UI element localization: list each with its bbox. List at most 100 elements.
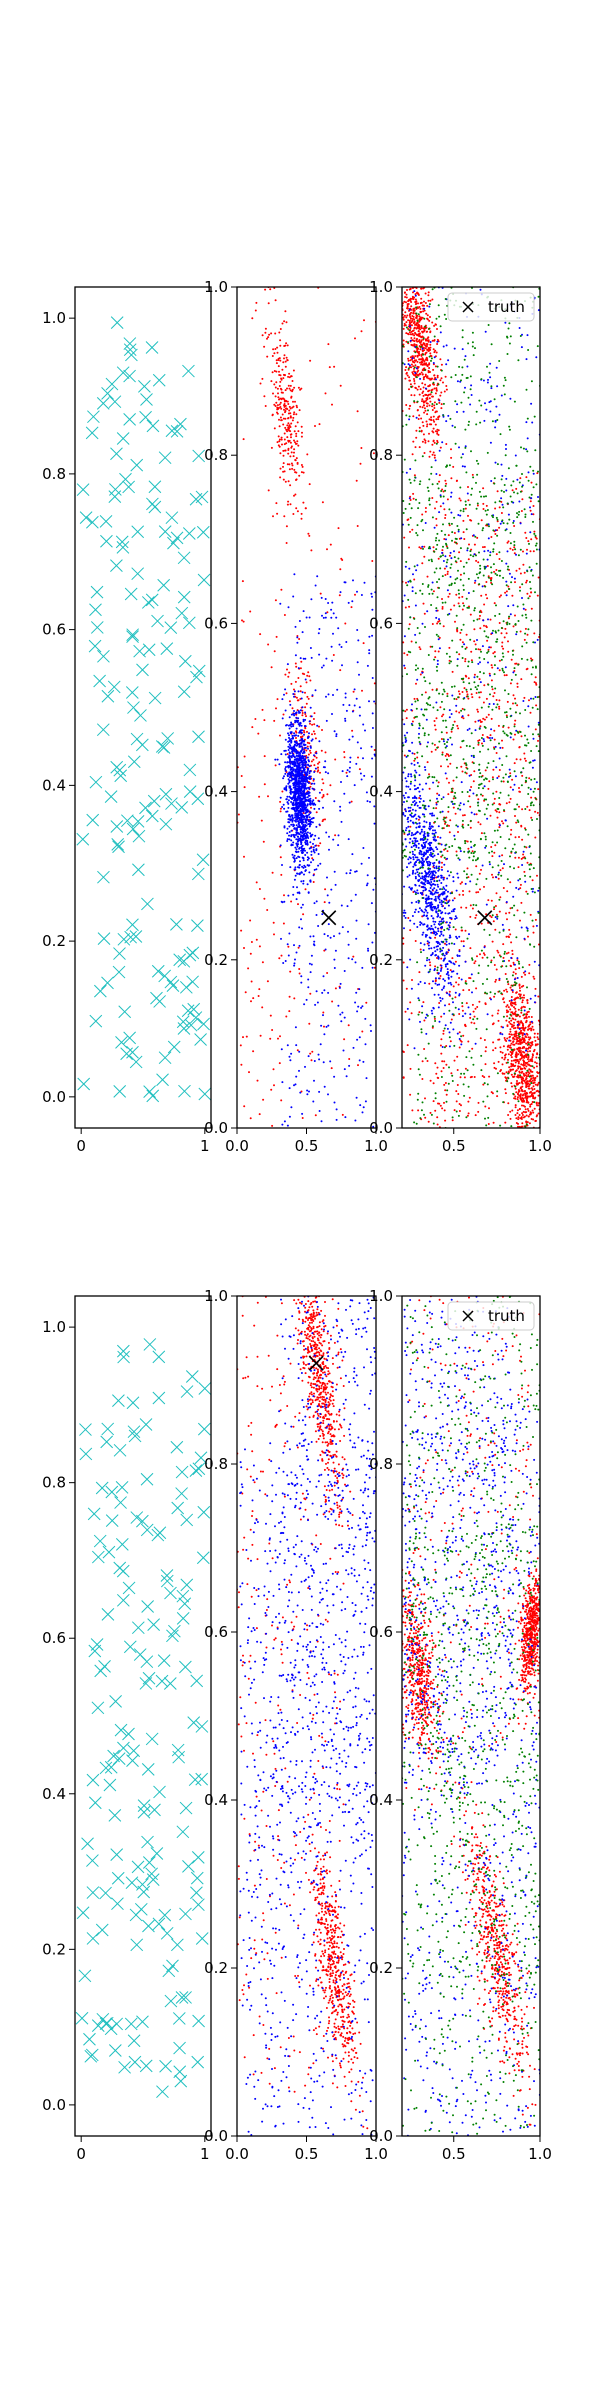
- data-point-red: [343, 751, 346, 753]
- data-point-blue: [301, 839, 303, 842]
- data-point-red: [508, 1033, 511, 1036]
- data-point-red: [488, 780, 491, 783]
- sample-point: [192, 449, 206, 463]
- data-point-red: [519, 1042, 522, 1045]
- data-point-red: [424, 441, 427, 444]
- data-point-blue: [340, 781, 342, 783]
- data-point-blue: [293, 858, 296, 860]
- data-point-red: [447, 534, 450, 537]
- data-point-red: [527, 1028, 530, 1031]
- data-point-blue: [299, 769, 302, 772]
- data-point-blue: [373, 700, 376, 703]
- data-point-red: [460, 765, 463, 768]
- data-point-red: [446, 498, 449, 501]
- data-point-blue: [319, 1043, 322, 1046]
- data-point-red: [426, 394, 429, 397]
- data-point-blue: [308, 825, 311, 828]
- data-point-red: [405, 340, 408, 343]
- data-point-red: [531, 1053, 534, 1056]
- data-point-red: [509, 1117, 512, 1120]
- sample-point: [88, 639, 102, 653]
- data-point-red: [458, 711, 461, 714]
- data-point-blue: [510, 999, 513, 1002]
- data-point-red: [479, 627, 482, 630]
- data-point-blue: [359, 772, 362, 775]
- data-point-red: [276, 408, 279, 411]
- data-point-red: [420, 325, 423, 327]
- data-point-blue: [296, 772, 299, 775]
- data-point-red: [461, 1009, 464, 1012]
- data-point-blue: [306, 839, 309, 842]
- data-point-red: [438, 636, 441, 639]
- data-point-blue: [358, 1036, 361, 1039]
- data-point-blue: [344, 1116, 347, 1119]
- data-point-blue: [365, 1077, 368, 1080]
- data-point-red: [510, 828, 513, 831]
- data-point-blue: [535, 356, 538, 359]
- data-point-red: [435, 410, 438, 413]
- data-point-red: [421, 1078, 424, 1080]
- data-point-blue: [298, 839, 300, 842]
- x-tick-label: 0: [76, 1137, 86, 1155]
- data-point-blue: [318, 740, 321, 743]
- data-point-red: [410, 337, 413, 339]
- data-point-red: [284, 449, 286, 452]
- data-point-red: [411, 528, 414, 531]
- data-point-red: [348, 1058, 351, 1060]
- data-point-red: [412, 492, 415, 495]
- data-point-red: [442, 713, 445, 716]
- data-point-blue: [290, 721, 293, 724]
- data-point-blue: [289, 762, 292, 765]
- data-point-red: [450, 1018, 453, 1021]
- data-point-red: [284, 389, 287, 392]
- sample-point: [189, 1011, 203, 1024]
- data-point-red: [467, 714, 470, 717]
- data-point-red: [287, 440, 290, 443]
- data-point-red: [505, 935, 508, 938]
- data-point-red: [442, 1067, 445, 1069]
- data-point-blue: [307, 790, 310, 793]
- data-point-blue: [321, 991, 324, 994]
- data-point-red: [295, 404, 298, 407]
- data-point-red: [513, 1075, 516, 1078]
- data-point-red: [526, 548, 528, 551]
- data-point-blue: [317, 925, 320, 927]
- data-point-red: [427, 294, 430, 297]
- data-point-red: [293, 451, 295, 454]
- sample-point: [165, 424, 179, 438]
- data-point-red: [448, 781, 450, 784]
- data-point-red: [437, 418, 440, 421]
- data-point-red: [462, 814, 464, 817]
- data-point-red: [274, 386, 277, 389]
- data-point-red: [433, 324, 436, 327]
- plot-area: [76, 316, 211, 1103]
- data-point-blue: [283, 749, 286, 752]
- data-point-blue: [302, 718, 305, 721]
- data-point-blue: [430, 1009, 433, 1012]
- data-point-red: [329, 784, 332, 787]
- data-point-blue: [306, 768, 309, 770]
- data-point-red: [322, 794, 325, 796]
- data-point-red: [420, 297, 423, 300]
- data-point-blue: [287, 894, 290, 897]
- data-point-blue: [323, 933, 326, 936]
- data-point-red: [282, 373, 285, 376]
- data-point-red: [483, 1039, 486, 1041]
- data-point-red: [421, 562, 424, 565]
- data-point-blue: [356, 1038, 359, 1041]
- data-point-red: [507, 617, 510, 620]
- data-point-red: [513, 1038, 516, 1041]
- data-point-blue: [530, 402, 533, 405]
- data-point-red: [415, 429, 418, 432]
- data-point-blue: [290, 725, 293, 728]
- sample-point: [165, 797, 178, 810]
- data-point-blue: [309, 778, 311, 781]
- data-point-red: [254, 309, 257, 312]
- data-point-red: [473, 640, 476, 643]
- data-point-red: [529, 1027, 532, 1030]
- data-point-blue: [354, 961, 357, 964]
- data-point-red: [513, 1065, 516, 1068]
- data-point-red: [319, 771, 321, 774]
- data-point-blue: [294, 803, 297, 806]
